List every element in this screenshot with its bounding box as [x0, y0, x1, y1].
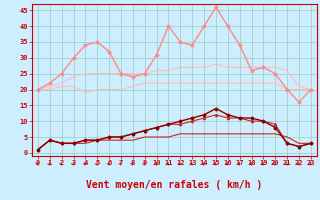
- X-axis label: Vent moyen/en rafales ( km/h ): Vent moyen/en rafales ( km/h ): [86, 180, 262, 190]
